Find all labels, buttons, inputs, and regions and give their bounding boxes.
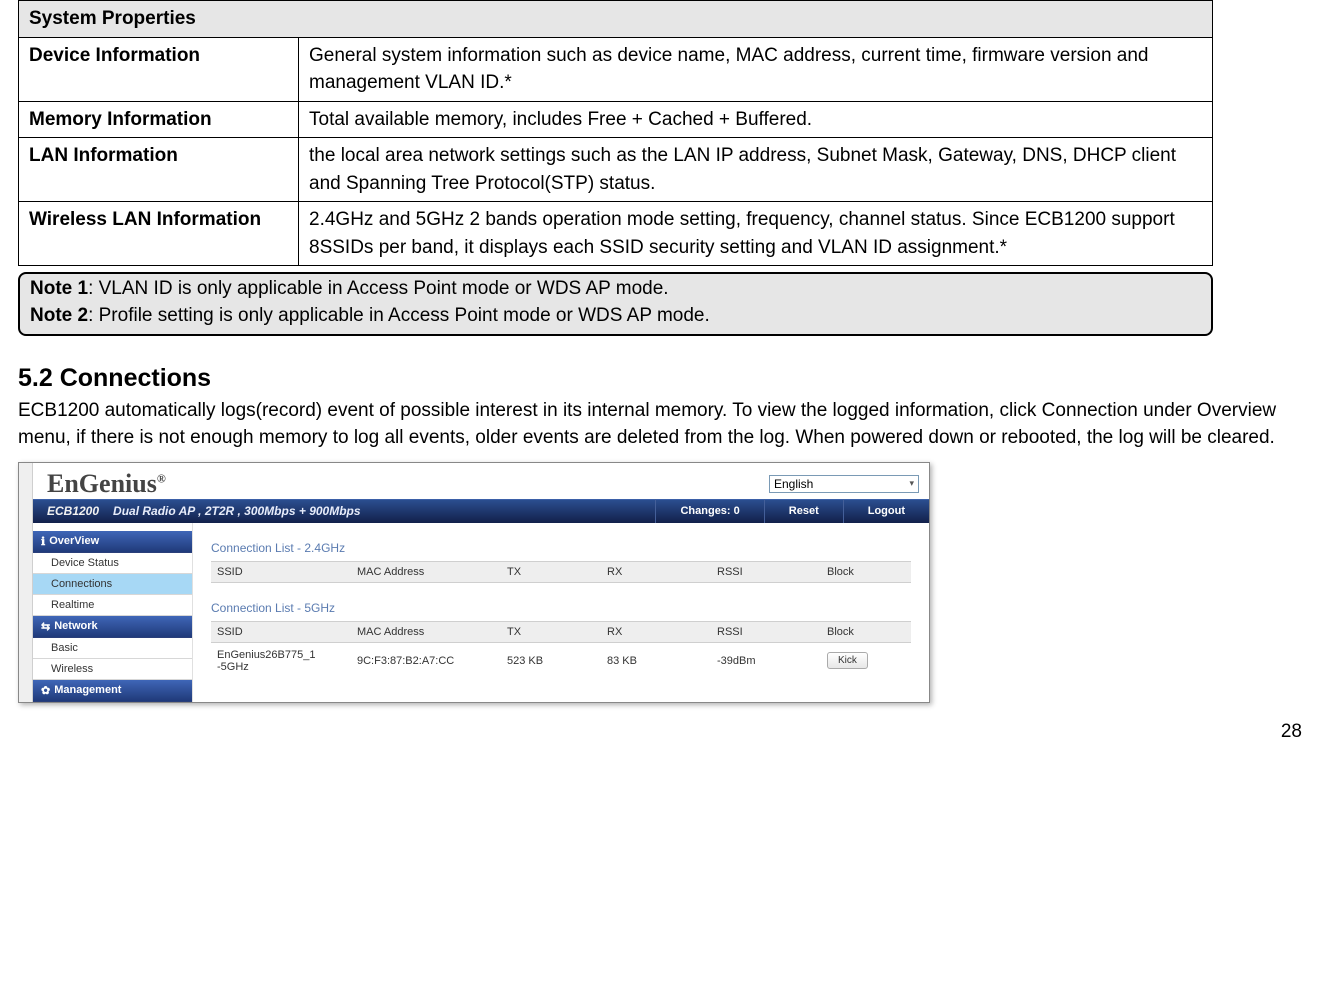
chevron-down-icon: ▾ (909, 478, 914, 489)
top-bar: ECB1200 Dual Radio AP , 2T2R , 300Mbps +… (33, 499, 929, 523)
row-desc: Total available memory, includes Free + … (299, 101, 1213, 138)
sidebar-item-basic[interactable]: Basic (33, 638, 192, 659)
kick-button[interactable]: Kick (827, 652, 868, 669)
row-desc: 2.4GHz and 5GHz 2 bands operation mode s… (299, 202, 1213, 266)
row-label: LAN Information (19, 138, 299, 202)
list-title-5ghz: Connection List - 5GHz (211, 601, 911, 615)
system-properties-table: System Properties Device Information Gen… (18, 0, 1213, 266)
connections-screenshot: EnGenius® English ▾ ECB1200 Dual Radio A… (18, 462, 930, 703)
table-row: EnGenius26B775_1 -5GHz 9C:F3:87:B2:A7:CC… (211, 642, 911, 679)
note2-text: : Profile setting is only applicable in … (88, 305, 710, 326)
note1-label: Note 1 (30, 278, 88, 299)
row-label: Memory Information (19, 101, 299, 138)
row-label: Device Information (19, 37, 299, 101)
content-panel: Connection List - 2.4GHz SSID MAC Addres… (193, 523, 929, 702)
row-desc: the local area network settings such as … (299, 138, 1213, 202)
section-body: ECB1200 automatically logs(record) event… (18, 397, 1318, 452)
notes-box: Note 1: VLAN ID is only applicable in Ac… (18, 272, 1213, 335)
sysprops-header: System Properties (19, 1, 1213, 38)
note2-label: Note 2 (30, 305, 88, 326)
cell-rssi: -39dBm (711, 642, 821, 679)
sidebar-group-management[interactable]: ✿Management (33, 680, 192, 702)
sidebar-item-connections[interactable]: Connections (33, 574, 192, 595)
connection-table-24ghz: SSID MAC Address TX RX RSSI Block (211, 561, 911, 583)
info-icon: ℹ (41, 535, 45, 548)
cell-ssid: EnGenius26B775_1 -5GHz (211, 642, 351, 679)
sidebar-item-device-status[interactable]: Device Status (33, 553, 192, 574)
gear-icon: ✿ (41, 684, 50, 697)
sidebar: ℹOverView Device Status Connections Real… (33, 523, 193, 702)
scrollbar-track[interactable] (19, 463, 33, 702)
sidebar-group-network[interactable]: ⇆Network (33, 616, 192, 638)
cell-tx: 523 KB (501, 642, 601, 679)
connection-table-5ghz: SSID MAC Address TX RX RSSI Block EnGeni… (211, 621, 911, 679)
brand-logo: EnGenius® (47, 469, 166, 499)
list-title-24ghz: Connection List - 2.4GHz (211, 541, 911, 555)
model-label: ECB1200 (33, 504, 113, 518)
sidebar-item-wireless[interactable]: Wireless (33, 659, 192, 680)
sidebar-item-realtime[interactable]: Realtime (33, 595, 192, 616)
changes-button[interactable]: Changes: 0 (655, 499, 763, 523)
sidebar-group-overview[interactable]: ℹOverView (33, 531, 192, 553)
row-label: Wireless LAN Information (19, 202, 299, 266)
row-desc: General system information such as devic… (299, 37, 1213, 101)
logout-button[interactable]: Logout (843, 499, 929, 523)
section-heading: 5.2 Connections (18, 364, 1310, 393)
cell-rx: 83 KB (601, 642, 711, 679)
page-number: 28 (18, 721, 1310, 743)
tagline: Dual Radio AP , 2T2R , 300Mbps + 900Mbps (113, 504, 361, 518)
cell-mac: 9C:F3:87:B2:A7:CC (351, 642, 501, 679)
network-icon: ⇆ (41, 620, 50, 633)
language-select[interactable]: English ▾ (769, 475, 919, 493)
note1-text: : VLAN ID is only applicable in Access P… (88, 278, 668, 299)
reset-button[interactable]: Reset (764, 499, 843, 523)
